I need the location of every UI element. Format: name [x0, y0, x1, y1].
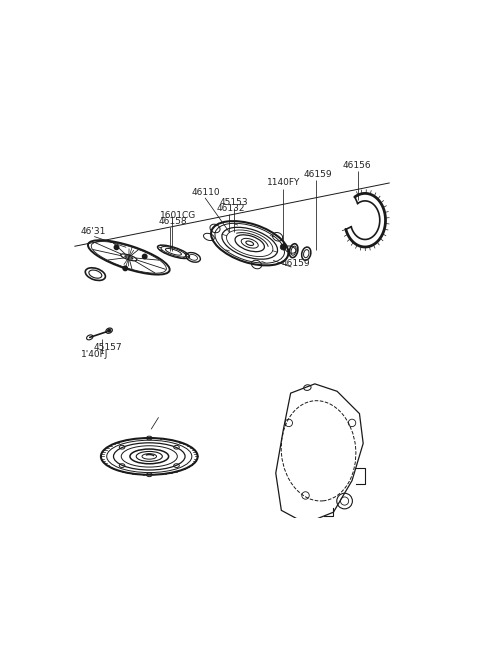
- Text: 1140FY: 1140FY: [266, 179, 300, 187]
- Text: 46159: 46159: [304, 170, 332, 179]
- Text: 46132: 46132: [216, 204, 245, 213]
- Text: 46158: 46158: [158, 217, 187, 226]
- Text: 1601CG: 1601CG: [160, 211, 197, 220]
- Ellipse shape: [108, 329, 110, 332]
- Text: 46110: 46110: [192, 188, 221, 197]
- Ellipse shape: [86, 335, 93, 340]
- Text: 46159: 46159: [281, 259, 310, 268]
- Circle shape: [123, 266, 128, 271]
- Text: 46156: 46156: [343, 161, 372, 170]
- Circle shape: [143, 254, 147, 259]
- Text: 45153: 45153: [220, 198, 249, 207]
- Text: 45157: 45157: [94, 343, 122, 352]
- Text: 46'31: 46'31: [81, 227, 106, 236]
- Circle shape: [114, 245, 119, 250]
- Circle shape: [280, 244, 286, 250]
- Text: 1'40FJ: 1'40FJ: [81, 350, 108, 359]
